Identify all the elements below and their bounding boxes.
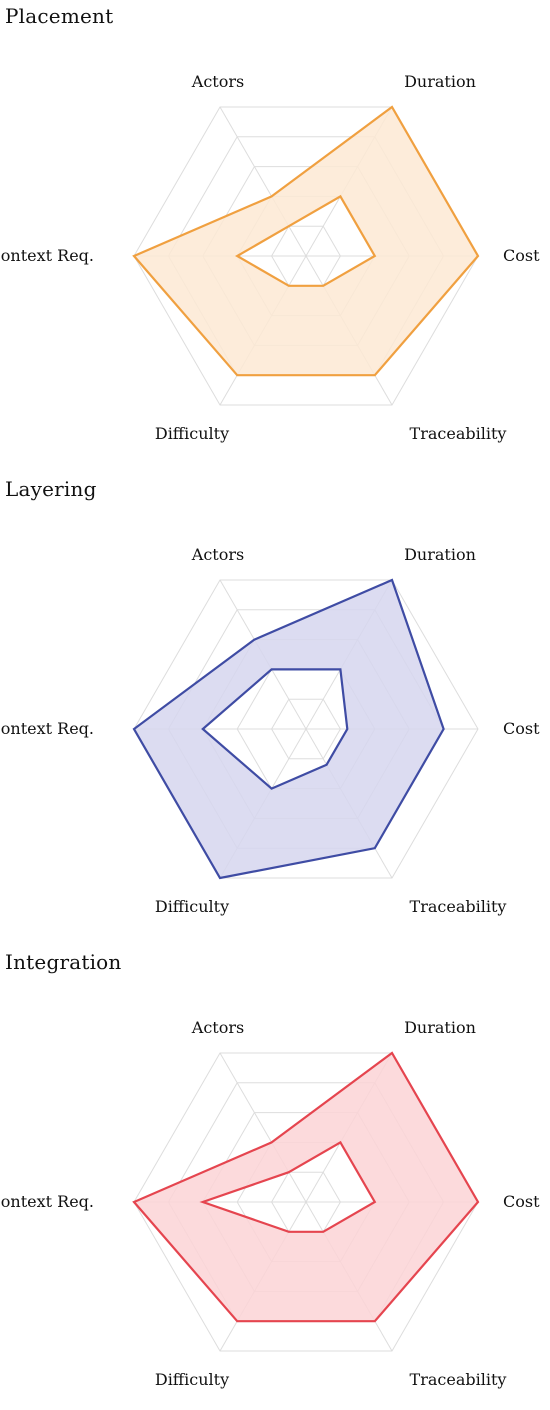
axis-label-cost: Cost bbox=[503, 246, 540, 265]
radar-panel-integration: Integration Actors Duration Cost Traceabilit… bbox=[0, 946, 550, 1410]
axis-label-difficulty: Difficulty bbox=[155, 1370, 229, 1389]
series-band bbox=[134, 107, 478, 376]
axis-label-context-req: Context Req. bbox=[0, 1192, 94, 1211]
axis-label-traceability: Traceability bbox=[410, 1370, 507, 1389]
axis-label-traceability: Traceability bbox=[410, 897, 507, 916]
axis-label-duration: Duration bbox=[404, 1018, 476, 1037]
axis-label-duration: Duration bbox=[404, 72, 476, 91]
axis-label-difficulty: Difficulty bbox=[155, 424, 229, 443]
series-outer-line bbox=[132, 1051, 480, 1323]
axis-label-cost: Cost bbox=[503, 1192, 540, 1211]
chart-title: Integration bbox=[5, 950, 122, 974]
radar-panel-placement: Placement Actors Duration Cost Traceability D… bbox=[0, 0, 550, 464]
series-band bbox=[134, 1053, 478, 1322]
chart-title: Layering bbox=[5, 477, 97, 501]
series-inner-line bbox=[201, 668, 349, 790]
radar-chart: Actors Duration Cost Traceability Difficulty… bbox=[0, 1018, 540, 1389]
axis-label-duration: Duration bbox=[404, 545, 476, 564]
series-band bbox=[134, 580, 444, 878]
chart-title: Placement bbox=[5, 4, 114, 28]
axis-label-difficulty: Difficulty bbox=[155, 897, 229, 916]
grid-spoke bbox=[219, 106, 307, 257]
axis-label-context-req: Context Req. bbox=[0, 719, 94, 738]
axis-label-traceability: Traceability bbox=[410, 424, 507, 443]
axis-label-cost: Cost bbox=[503, 719, 540, 738]
radar-chart: Actors Duration Cost Traceability Difficulty… bbox=[0, 72, 540, 443]
series-inner-line bbox=[199, 1140, 377, 1233]
series-outer-line bbox=[132, 578, 445, 880]
grid-spoke bbox=[219, 1052, 307, 1203]
axis-label-actors: Actors bbox=[191, 72, 244, 91]
series-outer-line bbox=[132, 105, 480, 377]
axis-label-actors: Actors bbox=[191, 1018, 244, 1037]
series-inner-line bbox=[235, 194, 377, 287]
axis-label-actors: Actors bbox=[191, 545, 244, 564]
axis-label-context-req: Context Req. bbox=[0, 246, 94, 265]
radar-panel-layering: Layering Actors Duration Cost Traceability Di… bbox=[0, 473, 550, 937]
radar-chart: Actors Duration Cost Traceability Difficulty… bbox=[0, 545, 540, 916]
